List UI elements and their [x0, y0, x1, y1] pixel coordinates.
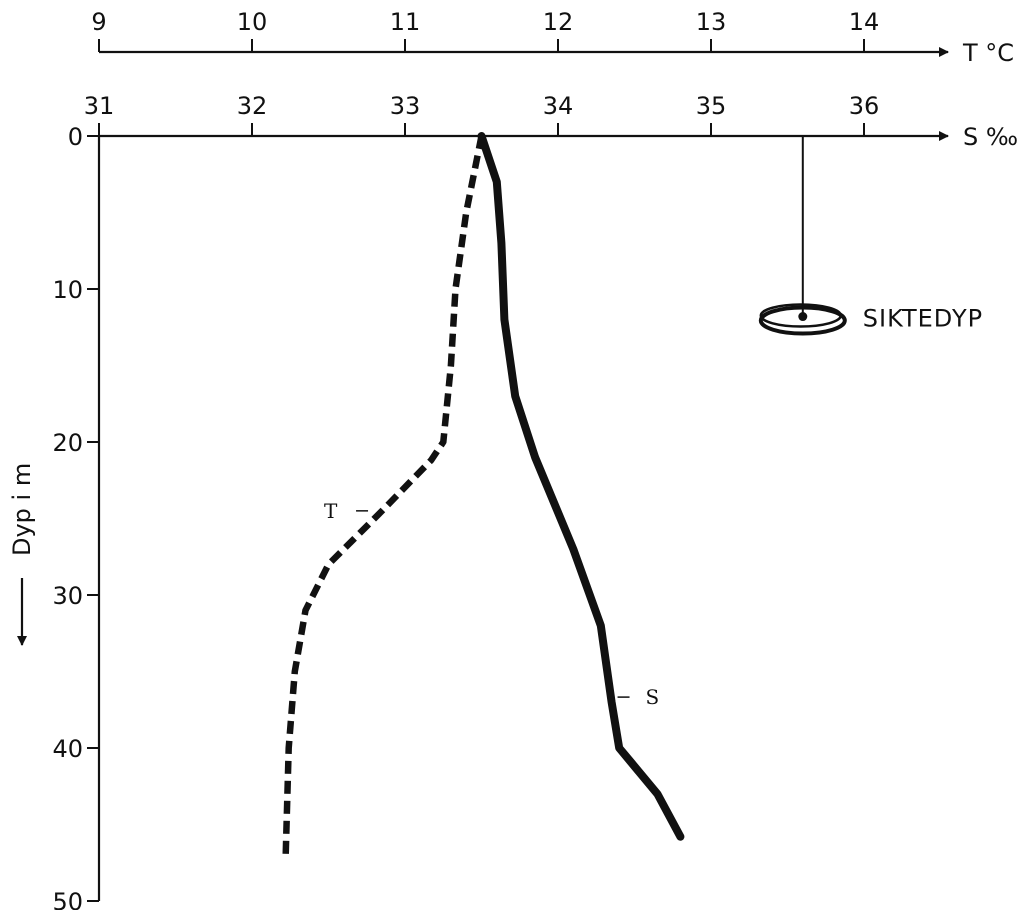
series-t-label: T: [324, 499, 338, 523]
secchi-label: SIKTEDYP: [863, 305, 983, 333]
salinity-tick-label-35: 35: [696, 92, 727, 120]
depth-tick-label-20: 20: [52, 429, 83, 457]
secchi-disk-center: [798, 312, 808, 322]
salinity-tick-label-36: 36: [849, 92, 880, 120]
temperature-tick-label-14: 14: [849, 8, 880, 36]
temperature-tick-label-13: 13: [696, 8, 727, 36]
salinity-axis-label: S ‰: [963, 123, 1018, 151]
temperature-axis: 9 10 11 12 13 14 T °C: [91, 8, 1014, 67]
depth-tick-label-10: 10: [52, 276, 83, 304]
depth-axis-label: Dyp i m: [8, 463, 36, 556]
series-layer: TS: [282, 132, 685, 856]
temperature-axis-label: T °C: [962, 39, 1014, 67]
series-s-label: S: [646, 685, 660, 709]
salinity-tick-label-34: 34: [543, 92, 574, 120]
depth-tick-label-40: 40: [52, 735, 83, 763]
temperature-tick-label-10: 10: [237, 8, 268, 36]
depth-axis: 0 10 20 30 40 50 Dyp i m: [8, 123, 101, 910]
secchi-disk-icon: [758, 305, 847, 336]
temperature-tick-label-12: 12: [543, 8, 574, 36]
salinity-tick-label-33: 33: [390, 92, 421, 120]
depth-tick-label-30: 30: [52, 582, 83, 610]
salinity-tick-label-32: 32: [237, 92, 268, 120]
temperature-tick-label-9: 9: [91, 8, 106, 36]
secchi-disk-rim: [759, 303, 843, 328]
salinity-axis: 31 32 33 34 35 36 S ‰: [84, 92, 1018, 151]
depth-tick-label-0: 0: [68, 123, 83, 151]
depth-tick-label-50: 50: [52, 888, 83, 910]
series-t-line: [282, 135, 485, 856]
series-s-line: [477, 132, 685, 841]
temperature-tick-label-11: 11: [390, 8, 421, 36]
salinity-tick-label-31: 31: [84, 92, 115, 120]
annotation-layer: SIKTEDYP: [758, 136, 983, 336]
